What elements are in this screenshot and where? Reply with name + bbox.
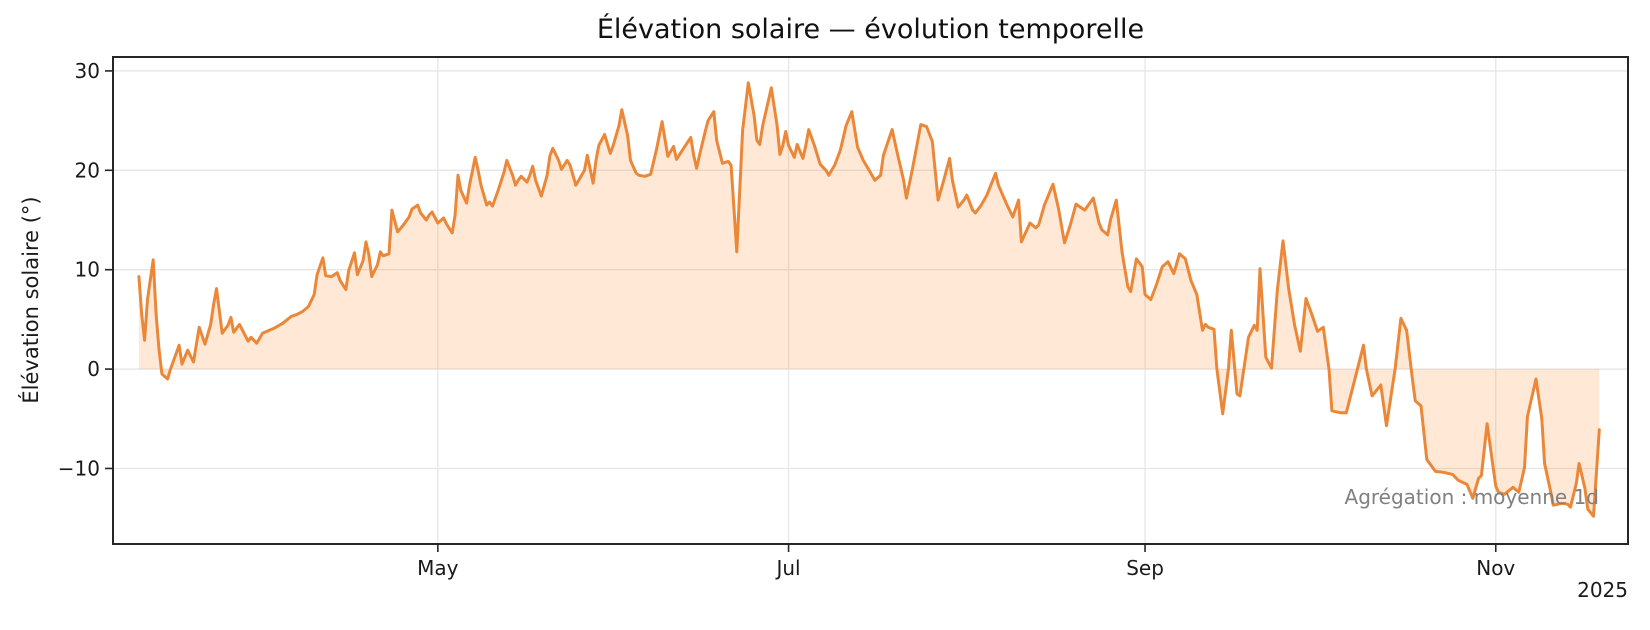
chart-title: Élévation solaire — évolution temporelle (596, 14, 1145, 45)
y-tick-label: 10 (75, 258, 100, 282)
ticks (105, 70, 1497, 552)
y-tick-label: 30 (75, 59, 100, 83)
x-axis-year-offset-label: 2025 (1577, 578, 1628, 602)
series-line (137, 81, 1601, 518)
axes-spines (112, 56, 1629, 545)
grid (113, 57, 1628, 544)
aggregation-annotation: Agrégation : moyenne 1d (1344, 485, 1599, 509)
y-tick-label: 20 (75, 158, 100, 182)
x-tick-label: Nov (1476, 556, 1515, 580)
y-axis-label: Élévation solaire (°) (19, 196, 43, 404)
series-area-fill (138, 82, 1600, 517)
y-tick-label: −10 (58, 456, 100, 480)
x-tick-label: Sep (1126, 556, 1164, 580)
tick-labels: 30 20 10 0 −10 May Jul Sep Nov (58, 59, 1516, 580)
x-tick-label: May (417, 556, 459, 580)
y-tick-label: 0 (87, 357, 100, 381)
x-tick-label: Jul (774, 556, 800, 580)
